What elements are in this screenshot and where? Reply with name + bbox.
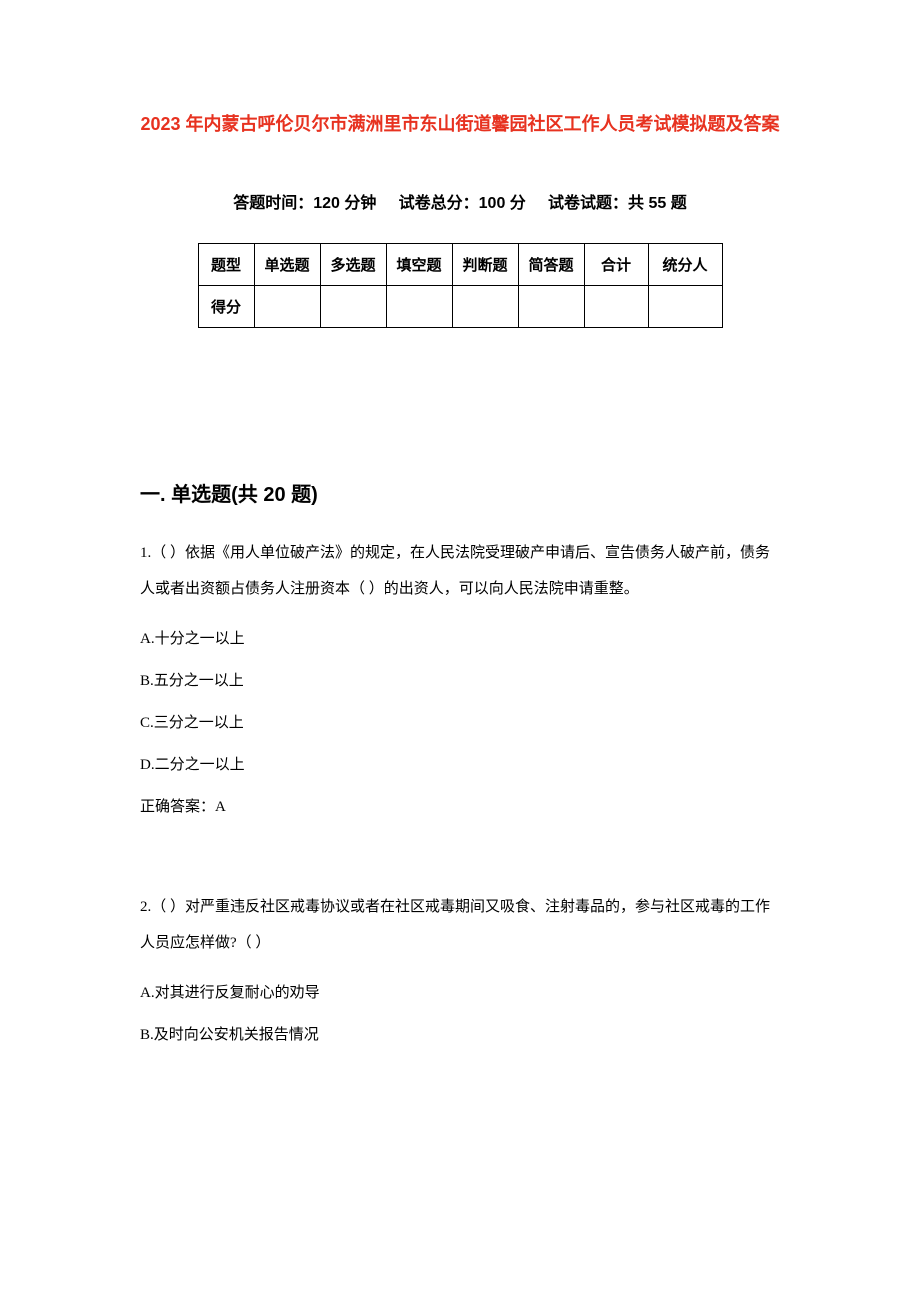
table-score-row: 得分: [198, 285, 722, 327]
header-total: 合计: [584, 243, 648, 285]
header-blank: 填空题: [386, 243, 452, 285]
score-blank: [386, 285, 452, 327]
score-single: [254, 285, 320, 327]
q2-option-a: A.对其进行反复耐心的劝导: [140, 981, 780, 1005]
question-1: 1.（ ）依据《用人单位破产法》的规定，在人民法院受理破产申请后、宣告债务人破产…: [140, 535, 780, 819]
header-type-label: 题型: [198, 243, 254, 285]
score-table: 题型 单选题 多选题 填空题 判断题 简答题 合计 统分人 得分: [198, 243, 723, 328]
header-scorer: 统分人: [648, 243, 722, 285]
q2-option-b: B.及时向公安机关报告情况: [140, 1023, 780, 1047]
score-judge: [452, 285, 518, 327]
q2-text: 2.（ ）对严重违反社区戒毒协议或者在社区戒毒期间又吸食、注射毒品的，参与社区戒…: [140, 889, 780, 961]
header-multi: 多选题: [320, 243, 386, 285]
q1-answer: 正确答案：A: [140, 795, 780, 819]
header-single: 单选题: [254, 243, 320, 285]
score-total: [584, 285, 648, 327]
q1-option-d: D.二分之一以上: [140, 753, 780, 777]
question-count: 试卷试题：共 55 题: [548, 195, 687, 212]
score-multi: [320, 285, 386, 327]
time-limit: 答题时间：120 分钟: [233, 195, 376, 212]
table-header-row: 题型 单选题 多选题 填空题 判断题 简答题 合计 统分人: [198, 243, 722, 285]
total-score: 试卷总分：100 分: [399, 195, 526, 212]
q1-text: 1.（ ）依据《用人单位破产法》的规定，在人民法院受理破产申请后、宣告债务人破产…: [140, 535, 780, 607]
header-short: 简答题: [518, 243, 584, 285]
score-label: 得分: [198, 285, 254, 327]
q1-option-c: C.三分之一以上: [140, 711, 780, 735]
score-short: [518, 285, 584, 327]
q1-option-b: B.五分之一以上: [140, 669, 780, 693]
exam-title: 2023 年内蒙古呼伦贝尔市满洲里市东山街道馨园社区工作人员考试模拟题及答案: [140, 110, 780, 139]
header-judge: 判断题: [452, 243, 518, 285]
section-1-heading: 一. 单选题(共 20 题): [140, 478, 780, 507]
q1-option-a: A.十分之一以上: [140, 627, 780, 651]
exam-info-line: 答题时间：120 分钟 试卷总分：100 分 试卷试题：共 55 题: [140, 189, 780, 213]
score-scorer: [648, 285, 722, 327]
question-2: 2.（ ）对严重违反社区戒毒协议或者在社区戒毒期间又吸食、注射毒品的，参与社区戒…: [140, 889, 780, 1047]
